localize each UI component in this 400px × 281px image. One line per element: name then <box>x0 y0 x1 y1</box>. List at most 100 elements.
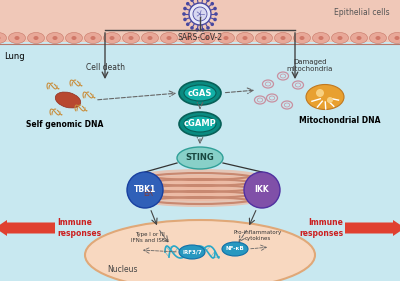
Ellipse shape <box>138 175 262 189</box>
Ellipse shape <box>350 33 368 44</box>
Ellipse shape <box>218 33 234 44</box>
Ellipse shape <box>14 36 20 40</box>
Circle shape <box>210 2 214 6</box>
Text: Type I or III
IFNs and ISGs: Type I or III IFNs and ISGs <box>131 232 169 243</box>
Circle shape <box>206 26 210 30</box>
Ellipse shape <box>72 36 76 40</box>
Text: TBK1: TBK1 <box>134 185 156 194</box>
Circle shape <box>186 22 190 26</box>
Ellipse shape <box>110 36 114 40</box>
Text: Mitochondrial DNA: Mitochondrial DNA <box>299 116 381 125</box>
Ellipse shape <box>280 36 286 40</box>
Circle shape <box>186 2 190 6</box>
Ellipse shape <box>274 33 292 44</box>
Ellipse shape <box>256 33 272 44</box>
Ellipse shape <box>198 33 216 44</box>
Ellipse shape <box>8 33 26 44</box>
Ellipse shape <box>376 36 380 40</box>
Ellipse shape <box>104 33 120 44</box>
Ellipse shape <box>138 187 262 201</box>
Circle shape <box>213 7 217 10</box>
Ellipse shape <box>55 92 81 108</box>
Circle shape <box>214 12 218 16</box>
Ellipse shape <box>370 33 386 44</box>
Ellipse shape <box>262 36 266 40</box>
Circle shape <box>190 0 194 2</box>
Circle shape <box>193 7 207 21</box>
Bar <box>0 0 400 42</box>
Ellipse shape <box>179 81 221 105</box>
Text: STING: STING <box>186 153 214 162</box>
Ellipse shape <box>84 33 102 44</box>
Ellipse shape <box>128 36 134 40</box>
Ellipse shape <box>312 33 330 44</box>
Ellipse shape <box>140 169 260 183</box>
Circle shape <box>210 22 214 26</box>
FancyArrow shape <box>0 220 55 236</box>
Text: Immune
responses: Immune responses <box>299 218 343 238</box>
Circle shape <box>213 18 217 21</box>
Ellipse shape <box>394 36 400 40</box>
Circle shape <box>244 172 280 208</box>
Ellipse shape <box>184 116 216 132</box>
Ellipse shape <box>294 33 310 44</box>
Ellipse shape <box>140 193 260 207</box>
Circle shape <box>201 28 204 31</box>
Text: Pro-inflammatory
cytokines: Pro-inflammatory cytokines <box>234 230 282 241</box>
Ellipse shape <box>28 33 44 44</box>
Ellipse shape <box>52 36 58 40</box>
Ellipse shape <box>142 33 158 44</box>
FancyArrow shape <box>345 220 400 236</box>
Ellipse shape <box>85 220 315 281</box>
Ellipse shape <box>166 36 172 40</box>
Ellipse shape <box>236 33 254 44</box>
Circle shape <box>206 0 210 2</box>
Text: cGAS: cGAS <box>188 89 212 98</box>
Ellipse shape <box>179 245 205 259</box>
Text: Nucleus: Nucleus <box>107 266 137 275</box>
Ellipse shape <box>135 181 265 195</box>
Circle shape <box>183 18 187 21</box>
Text: NF-κB: NF-κB <box>226 246 244 251</box>
Ellipse shape <box>224 36 228 40</box>
Circle shape <box>196 28 199 31</box>
Ellipse shape <box>179 112 221 136</box>
Circle shape <box>182 12 186 16</box>
Text: ER: ER <box>143 189 153 198</box>
Ellipse shape <box>242 36 248 40</box>
Text: Cell death: Cell death <box>86 63 124 72</box>
Ellipse shape <box>90 36 96 40</box>
Circle shape <box>183 7 187 10</box>
Circle shape <box>327 97 333 103</box>
Circle shape <box>189 3 211 25</box>
Ellipse shape <box>332 33 348 44</box>
Ellipse shape <box>184 85 216 101</box>
Ellipse shape <box>46 33 64 44</box>
Text: cGAMP: cGAMP <box>184 119 216 128</box>
Ellipse shape <box>66 33 82 44</box>
Ellipse shape <box>338 36 342 40</box>
Ellipse shape <box>300 36 304 40</box>
Ellipse shape <box>306 85 344 110</box>
Text: Immune
responses: Immune responses <box>57 218 101 238</box>
Circle shape <box>190 26 194 30</box>
Ellipse shape <box>204 36 210 40</box>
Ellipse shape <box>160 33 178 44</box>
Text: Epithelial cells: Epithelial cells <box>334 8 390 17</box>
Ellipse shape <box>0 33 6 44</box>
Text: SARS-CoV-2: SARS-CoV-2 <box>178 33 222 42</box>
Ellipse shape <box>122 33 140 44</box>
Text: IKK: IKK <box>255 185 269 194</box>
Ellipse shape <box>148 36 152 40</box>
Text: Lung: Lung <box>4 52 25 61</box>
Ellipse shape <box>222 242 248 256</box>
Ellipse shape <box>388 33 400 44</box>
Text: IRF3/7: IRF3/7 <box>182 250 202 255</box>
Ellipse shape <box>318 36 324 40</box>
Text: Damaged
mitochondria: Damaged mitochondria <box>287 59 333 72</box>
Ellipse shape <box>356 36 362 40</box>
Ellipse shape <box>180 33 196 44</box>
Ellipse shape <box>177 147 223 169</box>
Circle shape <box>127 172 163 208</box>
Ellipse shape <box>186 36 190 40</box>
